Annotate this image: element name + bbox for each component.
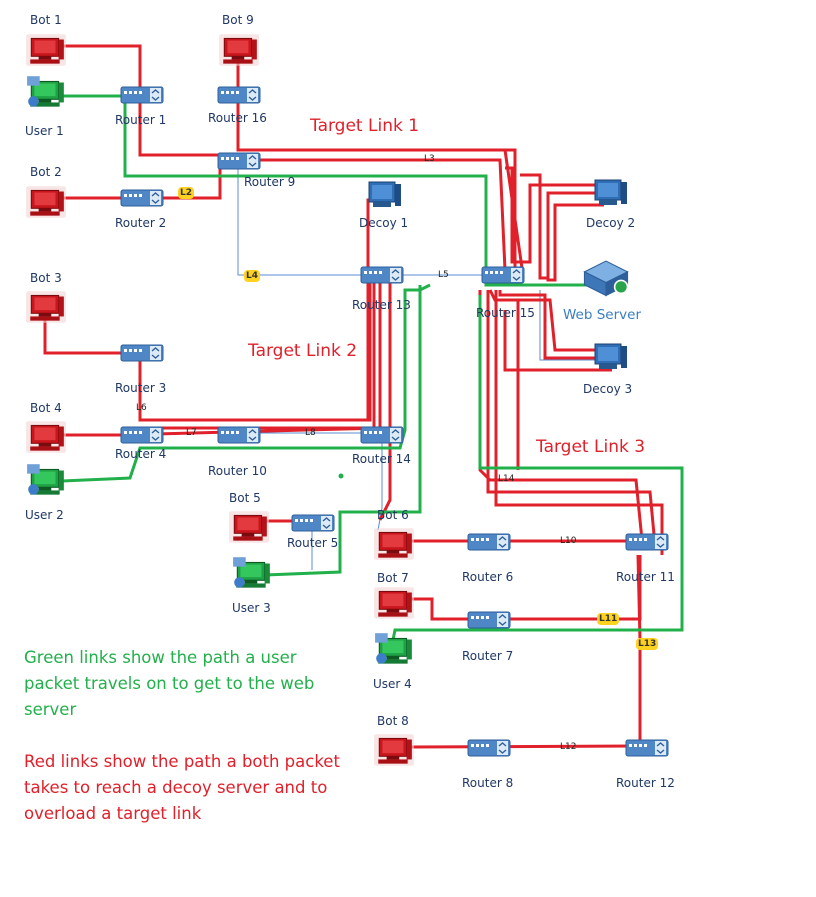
router-16-icon [217, 86, 261, 104]
decoy-3-icon [594, 343, 628, 370]
link-tag-l2: L2 [178, 187, 194, 199]
bot-1-label: Bot 1 [30, 13, 62, 27]
decoy-3-label: Decoy 3 [583, 382, 633, 396]
bot-4-icon [25, 420, 67, 454]
router-10-label: Router 10 [208, 464, 267, 478]
link-tag-l11: L11 [597, 613, 620, 625]
bot-3-label: Bot 3 [30, 271, 62, 285]
router-14-icon [360, 426, 404, 444]
bot-2-label: Bot 2 [30, 165, 62, 179]
router-7-icon [467, 611, 511, 629]
user-2-label: User 2 [25, 508, 64, 522]
router-15-icon [481, 266, 525, 284]
router-13-icon [360, 266, 404, 284]
decoy-1-label: Decoy 1 [359, 216, 409, 230]
router-3-icon [120, 344, 164, 362]
router-8-icon [467, 739, 511, 757]
router-3-label: Router 3 [115, 381, 167, 395]
link-tag-l7: L7 [186, 428, 197, 438]
link-tag-l5: L5 [438, 270, 449, 280]
decoy-2-label: Decoy 2 [586, 216, 636, 230]
user-4-label: User 4 [373, 677, 412, 691]
router-5-icon [291, 514, 335, 532]
router-13-label: Router 13 [352, 298, 411, 312]
user-1-icon [26, 76, 65, 108]
bot-5-icon [228, 510, 270, 544]
link-tag-l14: L14 [498, 474, 515, 484]
link-tag-l10: L10 [560, 536, 577, 546]
bot-6-icon [373, 527, 415, 561]
router-10-icon [217, 426, 261, 444]
bot-6-label: Bot 6 [377, 508, 409, 522]
router-1-icon [120, 86, 164, 104]
link-tag-l6: L6 [136, 403, 147, 413]
router-16-label: Router 16 [208, 111, 267, 125]
link-tag-l3: L3 [424, 154, 435, 164]
web-server-label: Web Server [563, 307, 641, 323]
red-legend-note: Red links show the path a both packet ta… [24, 752, 340, 823]
router-5-label: Router 5 [287, 536, 339, 550]
link-tag-l4: L4 [244, 270, 260, 282]
green-legend-note: Green links show the path a user packet … [24, 648, 315, 719]
router-2-label: Router 2 [115, 216, 167, 230]
router-8-label: Router 8 [462, 776, 514, 790]
user-3-label: User 3 [232, 601, 271, 615]
user-3-icon [232, 557, 271, 589]
bot-4-label: Bot 4 [30, 401, 62, 415]
decoy-1-icon [368, 181, 402, 208]
decoy-2-icon [594, 179, 628, 206]
bot-8-icon [373, 733, 415, 767]
router-11-icon [625, 533, 669, 551]
link-tag-l12: L12 [560, 742, 577, 752]
bot-9-icon [218, 33, 260, 67]
router-11-label: Router 11 [616, 570, 675, 584]
user-2-icon [26, 464, 65, 496]
bot-3-icon [25, 290, 67, 324]
router-2-icon [120, 189, 164, 207]
router-12-label: Router 12 [616, 776, 675, 790]
bot-9-label: Bot 9 [222, 13, 254, 27]
router-15-label: Router 15 [476, 306, 535, 320]
router-6-label: Router 6 [462, 570, 514, 584]
router-12-icon [625, 739, 669, 757]
router-4-icon [120, 426, 164, 444]
bot-1-icon [25, 33, 67, 67]
bot-2-icon [25, 185, 67, 219]
router-1-label: Router 1 [115, 113, 167, 127]
router-4-label: Router 4 [115, 447, 167, 461]
router-9-icon [217, 152, 261, 170]
router-6-icon [467, 533, 511, 551]
bot-7-icon [373, 586, 415, 620]
link-tag-l8: L8 [305, 428, 316, 438]
bot-8-label: Bot 8 [377, 714, 409, 728]
bot-5-label: Bot 5 [229, 491, 261, 505]
target-link-3-label: Target Link 3 [536, 437, 646, 457]
web-server-icon [583, 260, 629, 297]
target-link-1-label: Target Link 1 [310, 116, 420, 136]
router-7-label: Router 7 [462, 649, 514, 663]
bot-7-label: Bot 7 [377, 571, 409, 585]
router-9-label: Router 9 [244, 175, 296, 189]
link-tag-l13: L13 [636, 638, 659, 650]
target-link-2-label: Target Link 2 [248, 341, 358, 361]
user-1-label: User 1 [25, 124, 64, 138]
router-14-label: Router 14 [352, 452, 411, 466]
